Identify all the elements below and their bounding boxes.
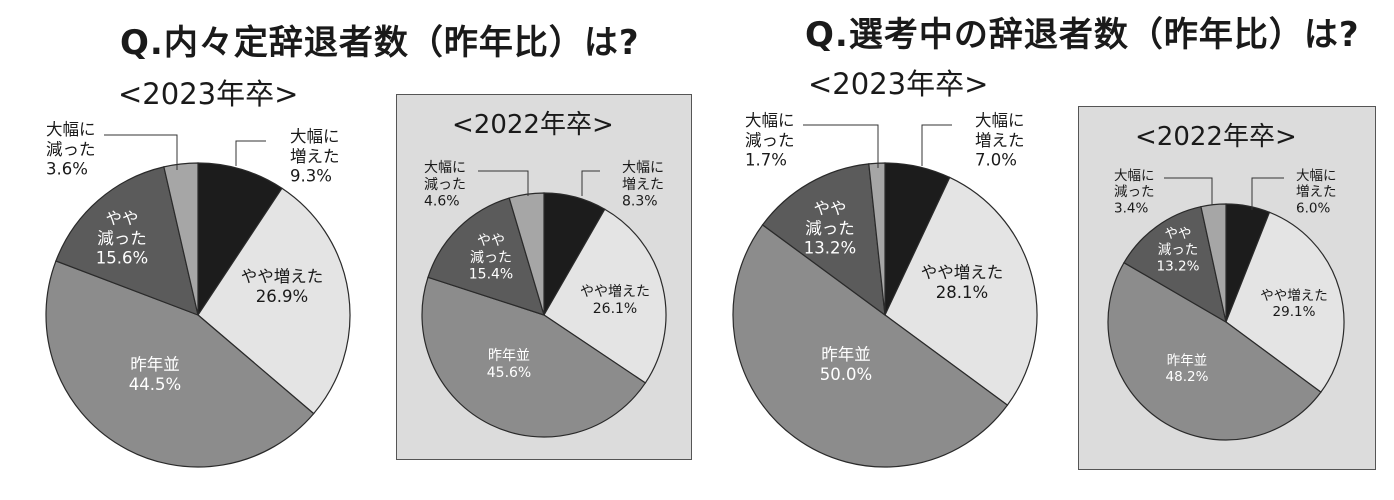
pie-slice	[163, 162, 199, 316]
leader-line	[921, 124, 952, 166]
slice-label: 大幅に増えた 9.3%	[290, 127, 340, 186]
pie-slice	[45, 260, 315, 468]
pie4-subtitle: <2022年卒>	[1135, 122, 1297, 152]
leader-line	[104, 134, 178, 170]
pie-slice	[197, 162, 283, 317]
slice-label: やや減った 15.6%	[96, 209, 148, 268]
slice-label: やや減った 13.2%	[804, 199, 856, 258]
leader-line	[1164, 177, 1213, 205]
slice-label: 大幅に減った 3.4%	[1114, 168, 1155, 216]
chart-title-right: Q.選考中の辞退者数（昨年比）は?	[805, 15, 1360, 55]
slice-label: 大幅に減った 4.6%	[424, 160, 466, 210]
pie-slice	[197, 187, 351, 415]
slice-label: 大幅に増えた 7.0%	[975, 111, 1025, 170]
slice-label: 大幅に増えた 6.0%	[1296, 168, 1337, 216]
pie-chart-2: 大幅に増えた 8.3% やや増えた 26.1% 昨年並 45.6% やや減った 15.4%大幅…	[421, 160, 667, 438]
pie1-subtitle: <2023年卒>	[118, 77, 299, 111]
pie-slice	[1200, 203, 1227, 323]
pie-chart-1: 大幅に増えた 9.3% やや増えた 26.9% 昨年並 44.5% やや減った 15.6%大幅…	[45, 120, 351, 468]
pie-slice	[761, 163, 886, 317]
pie-slice	[884, 176, 1038, 406]
pie-slice	[421, 276, 647, 438]
pie-slice	[508, 192, 545, 316]
slice-label: 昨年並 44.5%	[129, 355, 181, 394]
leader-line	[478, 170, 529, 196]
pie3-subtitle: <2023年卒>	[808, 67, 989, 101]
pie-slice	[1107, 261, 1322, 441]
chart-title-left: Q.内々定辞退者数（昨年比）は?	[120, 23, 640, 63]
pie2-subtitle: <2022年卒>	[452, 110, 614, 140]
slice-label: やや減った 13.2%	[1157, 226, 1200, 274]
slice-label: やや減った 15.4%	[469, 233, 513, 283]
slice-label: やや増えた 26.1%	[580, 284, 650, 317]
pie-slice	[1225, 211, 1345, 394]
pie-chart-3: 大幅に増えた 7.0% やや増えた 28.1% 昨年並 50.0% やや減った 13.2%大幅…	[732, 111, 1038, 468]
slice-label: 大幅に減った 3.6%	[46, 120, 96, 179]
slice-label: やや増えた 28.1%	[921, 263, 1004, 302]
slice-label: 昨年並 50.0%	[820, 345, 872, 384]
leader-line	[1251, 177, 1284, 210]
pie-chart-4: 大幅に増えた 6.0% やや増えた 29.1% 昨年並 48.2% やや減った 13.2%大幅…	[1107, 168, 1345, 441]
pie-slice	[55, 166, 199, 316]
leader-line	[803, 124, 879, 168]
pie-slice	[427, 197, 545, 316]
leader-line	[235, 140, 266, 166]
slice-label: 昨年並 45.6%	[487, 348, 531, 381]
pie-slice	[868, 162, 886, 316]
slice-label: 大幅に増えた 8.3%	[622, 160, 664, 210]
slice-label: 昨年並 48.2%	[1166, 353, 1209, 385]
pie-slice	[1123, 205, 1227, 324]
leader-line	[581, 170, 600, 196]
pie-slice	[732, 224, 1009, 468]
slice-label: やや増えた 26.9%	[241, 267, 324, 306]
slice-label: 大幅に減った 1.7%	[745, 111, 795, 170]
pie-slice	[543, 208, 667, 384]
slice-label: やや増えた 29.1%	[1260, 288, 1328, 320]
